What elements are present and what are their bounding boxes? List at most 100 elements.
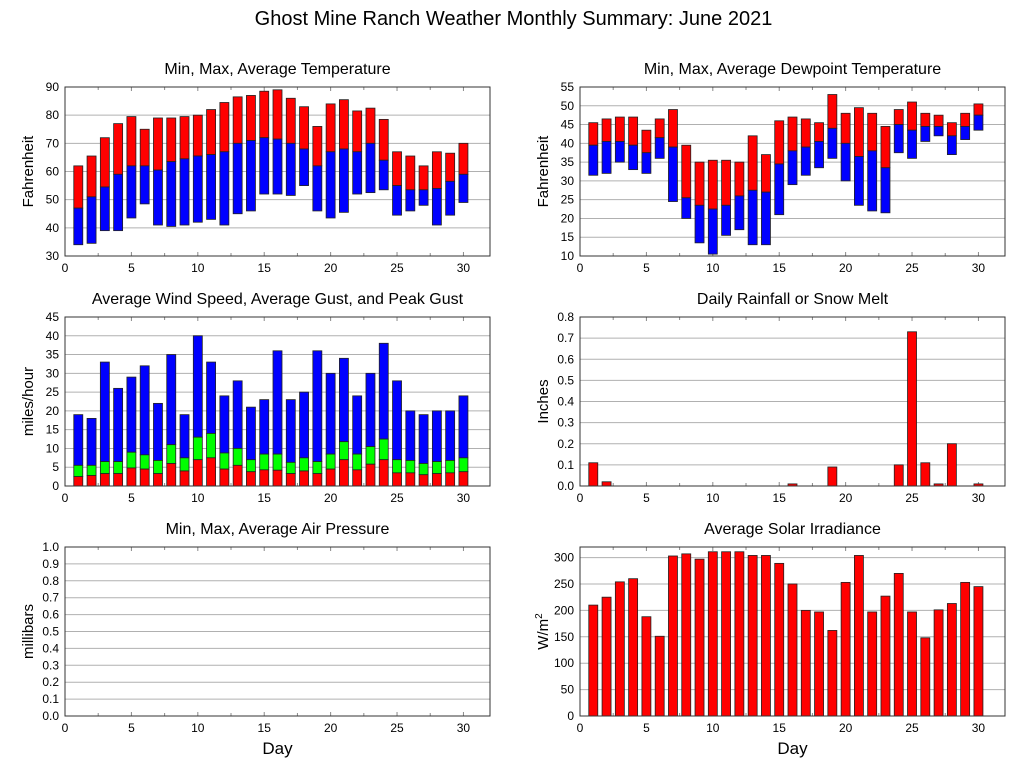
y-tick-label: 30 — [46, 366, 60, 380]
bar — [734, 551, 745, 717]
bar-max-segment — [827, 94, 838, 129]
x-tick-label: 25 — [905, 261, 919, 275]
bar-max-segment — [166, 117, 177, 163]
plot-frame — [579, 316, 1006, 487]
bar-max-segment — [973, 103, 984, 116]
x-tick-label: 0 — [62, 491, 69, 505]
x-tick-label: 5 — [643, 261, 650, 275]
bar-avg-segment — [854, 156, 864, 206]
bar-max-segment — [219, 102, 230, 153]
bar — [933, 609, 944, 717]
x-tick-label: 0 — [577, 491, 584, 505]
bar-peak-gust — [285, 399, 296, 463]
y-tick-label: 30 — [46, 249, 60, 263]
bar — [840, 581, 851, 717]
y-tick-label: 20 — [46, 404, 60, 418]
bar-avg-gust — [139, 454, 150, 470]
y-tick-label: 100 — [554, 656, 574, 670]
bar — [814, 611, 824, 717]
bar-peak-gust — [219, 395, 230, 454]
bar-max-segment — [840, 112, 851, 144]
x-tick-label: 0 — [62, 261, 69, 275]
y-axis-label: Fahrenheit — [20, 135, 37, 208]
x-tick-label: 10 — [706, 261, 720, 275]
bar — [827, 630, 838, 717]
y-tick-label: 10 — [46, 441, 60, 455]
y-tick-label: 0.3 — [557, 416, 574, 430]
bar-peak-gust — [206, 361, 216, 434]
y-tick-label: 250 — [554, 577, 574, 591]
bar-avg-speed — [285, 473, 296, 487]
bar-avg-gust — [445, 460, 456, 474]
x-tick-label: 0 — [577, 261, 584, 275]
bar-max-segment — [392, 151, 402, 186]
bar — [694, 558, 705, 717]
y-tick-label: 25 — [561, 193, 575, 207]
bar-avg-segment — [707, 208, 718, 255]
bar-max-segment — [339, 99, 349, 150]
y-tick-label: 10 — [561, 249, 575, 263]
bar-max-segment — [614, 116, 625, 142]
bar-avg-segment — [747, 189, 758, 246]
bar-max-segment — [893, 109, 904, 125]
bar-max-segment — [272, 89, 283, 140]
bar-avg-speed — [153, 473, 163, 487]
y-tick-label: 0.1 — [42, 692, 59, 706]
bar-max-segment — [854, 107, 864, 157]
x-tick-label: 20 — [839, 261, 853, 275]
bar-avg-segment — [99, 186, 110, 232]
bar-avg-segment — [126, 165, 137, 219]
bar-max-segment — [86, 155, 97, 198]
bar-max-segment — [880, 126, 891, 169]
x-tick-label: 10 — [191, 491, 205, 505]
bar-avg-gust — [179, 457, 190, 472]
x-tick-label: 10 — [706, 491, 720, 505]
bar-avg-gust — [405, 460, 416, 474]
y-tick-label: 150 — [554, 630, 574, 644]
bar-peak-gust — [339, 357, 349, 443]
bar-max-segment — [747, 135, 758, 191]
bar — [867, 611, 878, 717]
bar-avg-gust — [339, 441, 349, 461]
bar-avg-gust — [126, 451, 137, 469]
bar-avg-speed — [299, 470, 309, 487]
bar-max-segment — [814, 122, 824, 142]
chart-solar: Average Solar Irradiance0501001502002503… — [534, 521, 1006, 758]
x-tick-label: 20 — [839, 491, 853, 505]
bar-avg-segment — [352, 151, 363, 195]
y-tick-label: 55 — [561, 80, 575, 94]
chart-title: Min, Max, Average Air Pressure — [166, 521, 390, 538]
bar-avg-speed — [246, 471, 256, 487]
y-tick-label: 45 — [46, 310, 60, 324]
main-title: Ghost Mine Ranch Weather Monthly Summary… — [254, 8, 773, 30]
y-tick-label: 0.5 — [557, 373, 574, 387]
bar-peak-gust — [139, 365, 150, 456]
bar-max-segment — [721, 159, 731, 206]
bar-max-segment — [232, 96, 243, 144]
y-tick-label: 90 — [46, 80, 60, 94]
y-tick-label: 0.7 — [557, 331, 574, 345]
bar-avg-speed — [73, 476, 84, 487]
y-tick-label: 0.1 — [557, 458, 574, 472]
bar-avg-speed — [179, 470, 190, 487]
bar-max-segment — [774, 120, 785, 165]
bar-max-segment — [299, 106, 309, 150]
bar-avg-speed — [365, 463, 376, 487]
bar — [973, 586, 984, 717]
y-tick-label: 40 — [561, 136, 575, 150]
bar-avg-speed — [206, 457, 216, 487]
y-tick-label: 200 — [554, 603, 574, 617]
y-tick-label: 0.6 — [42, 608, 59, 622]
bar — [641, 616, 652, 717]
bar — [668, 555, 678, 717]
y-tick-label: 0.9 — [42, 557, 59, 571]
bar-peak-gust — [445, 410, 456, 461]
bar-avg-segment — [814, 141, 824, 169]
bar — [800, 609, 811, 717]
chart-title: Average Solar Irradiance — [704, 521, 881, 538]
x-tick-label: 20 — [324, 491, 338, 505]
y-tick-label: 300 — [554, 551, 574, 565]
x-axis-label: Day — [777, 739, 808, 758]
bar-max-segment — [73, 165, 84, 209]
bar-avg-gust — [166, 444, 177, 464]
